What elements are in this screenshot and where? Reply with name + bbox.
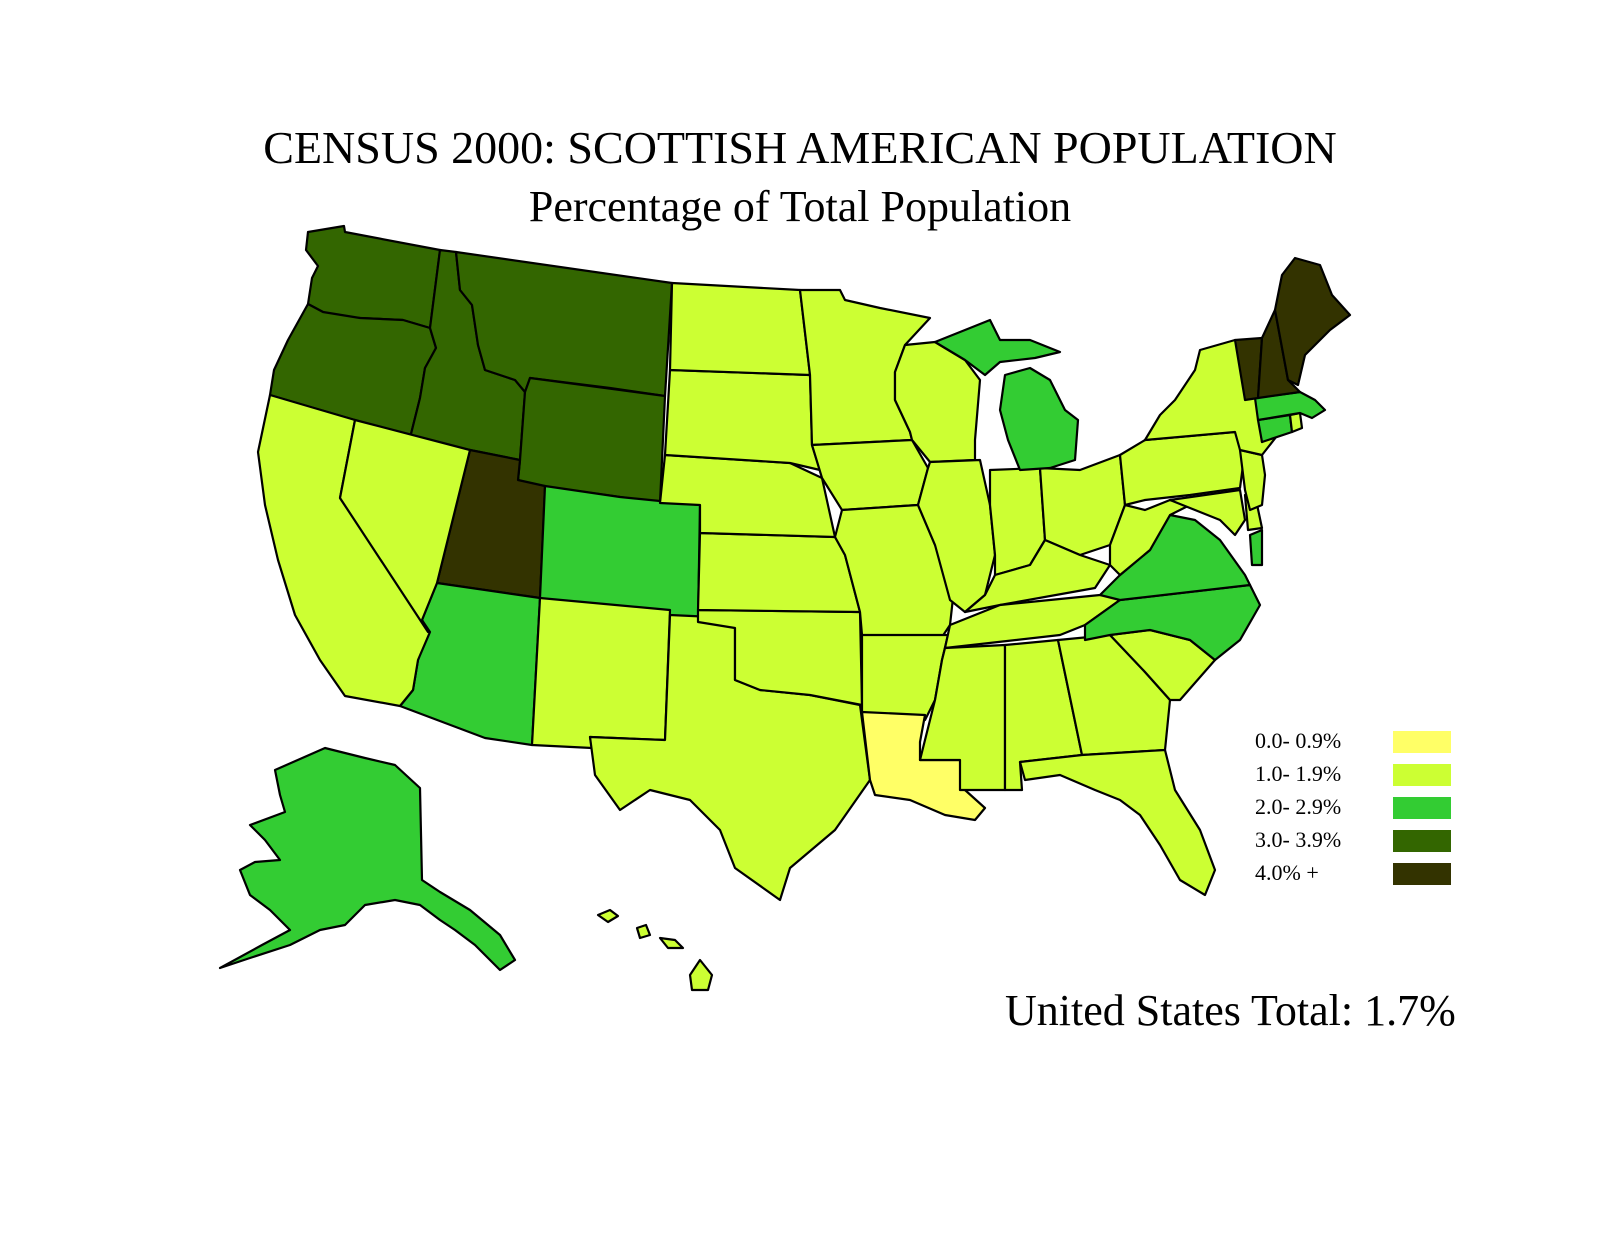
state-hawaii-big-island — [688, 958, 714, 992]
state-louisiana — [860, 710, 987, 822]
map-title: CENSUS 2000: SCOTTISH AMERICAN POPULATIO… — [263, 122, 1337, 173]
legend-label: 3.0- 3.9% — [1255, 827, 1342, 852]
state-west-virginia — [1108, 498, 1192, 577]
map-subtitle: Percentage of Total Population — [528, 182, 1072, 231]
legend-swatch — [1393, 830, 1451, 852]
state-nevada — [338, 418, 472, 634]
legend-swatch — [1393, 797, 1451, 819]
state-maine — [1273, 256, 1352, 387]
state-rhode-island — [1288, 411, 1304, 434]
legend-swatch — [1393, 764, 1451, 786]
state-kentucky — [963, 538, 1112, 614]
legend-row: 2.0- 2.9% — [1255, 794, 1465, 827]
legend-row: 3.0- 3.9% — [1255, 827, 1465, 860]
state-massachusetts — [1253, 390, 1327, 422]
state-alaska — [218, 746, 517, 972]
state-new-mexico — [530, 596, 672, 750]
state-new-jersey — [1238, 448, 1267, 512]
state-hawaii-kauai — [596, 908, 620, 924]
legend-swatch — [1393, 731, 1451, 753]
state-florida — [1018, 748, 1217, 897]
state-iowa — [810, 438, 930, 512]
state-maryland — [1168, 488, 1247, 537]
state-kansas — [696, 531, 862, 614]
legend-row: 1.0- 1.9% — [1255, 761, 1465, 794]
legend-label: 1.0- 1.9% — [1255, 761, 1342, 786]
legend-row: 0.0- 0.9% — [1255, 728, 1465, 761]
legend-label: 0.0- 0.9% — [1255, 728, 1342, 753]
state-south-dakota — [663, 368, 822, 472]
state-oklahoma — [696, 608, 864, 707]
state-montana — [454, 250, 674, 398]
state-michigan-upper — [933, 318, 1062, 377]
state-hawaii-maui — [658, 936, 685, 950]
state-new-hampshire — [1256, 308, 1302, 400]
state-nebraska — [658, 453, 837, 539]
state-north-dakota — [668, 281, 812, 377]
legend-swatch — [1393, 863, 1451, 885]
state-virginia-eastern-shore — [1248, 528, 1264, 567]
map-legend: 0.0- 0.9% 1.0- 1.9% 2.0- 2.9% 3.0- 3.9% … — [1255, 728, 1465, 893]
state-michigan-lower — [998, 366, 1080, 472]
state-hawaii-oahu — [635, 923, 652, 940]
legend-label: 2.0- 2.9% — [1255, 794, 1342, 819]
legend-label: 4.0% + — [1255, 860, 1319, 885]
legend-row: 4.0% + — [1255, 860, 1465, 893]
us-total-label: United States Total: 1.7% — [1005, 986, 1456, 1035]
